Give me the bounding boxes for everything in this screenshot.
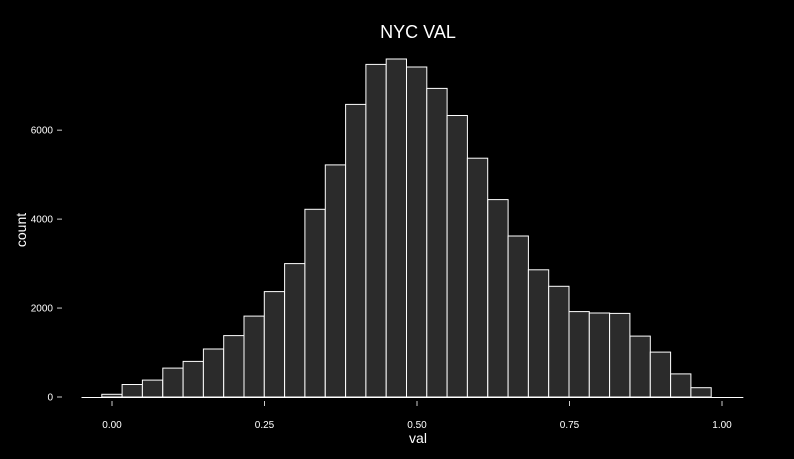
histogram-bar bbox=[162, 367, 184, 398]
histogram-bar bbox=[365, 63, 387, 398]
x-tick-label: 0.00 bbox=[102, 420, 122, 431]
y-tick-label: 6000 bbox=[31, 126, 54, 137]
histogram-bar bbox=[345, 103, 367, 398]
histogram-bar bbox=[406, 66, 428, 398]
histogram-bar bbox=[304, 208, 326, 398]
histogram-bar bbox=[466, 157, 489, 398]
histogram-bar bbox=[487, 199, 509, 398]
y-axis-ticks: 0 2000 4000 6000 bbox=[31, 126, 62, 404]
histogram-bar bbox=[629, 335, 651, 398]
histogram-bar bbox=[101, 393, 123, 398]
y-axis-label: count bbox=[13, 213, 29, 247]
x-tick-label: 0.75 bbox=[560, 420, 580, 431]
x-tick-label: 0.25 bbox=[255, 420, 275, 431]
histogram-bar bbox=[609, 312, 631, 398]
bars-group bbox=[101, 58, 712, 398]
chart-title: NYC VAL bbox=[380, 22, 456, 42]
histogram-bar bbox=[527, 269, 550, 398]
histogram-bar bbox=[690, 387, 712, 398]
histogram-bar bbox=[243, 315, 265, 398]
histogram-bar bbox=[649, 351, 672, 398]
y-tick-label: 4000 bbox=[31, 215, 54, 226]
histogram-bar bbox=[426, 87, 448, 398]
x-axis-ticks: 0.00 0.25 0.50 0.75 1.00 bbox=[102, 401, 732, 431]
histogram-bar bbox=[263, 291, 286, 398]
y-tick-label: 2000 bbox=[31, 304, 54, 315]
histogram-bar bbox=[568, 311, 590, 398]
x-axis-label: val bbox=[409, 430, 427, 446]
histogram-bar bbox=[182, 360, 204, 398]
histogram-bar bbox=[141, 379, 164, 398]
histogram-bar bbox=[670, 373, 692, 398]
histogram-bar bbox=[548, 285, 570, 398]
histogram-bar bbox=[121, 384, 143, 398]
histogram-bar bbox=[202, 348, 225, 398]
x-tick-label: 0.50 bbox=[407, 420, 427, 431]
y-tick-label: 0 bbox=[47, 393, 53, 404]
histogram-bar bbox=[446, 115, 468, 398]
x-tick-label: 1.00 bbox=[712, 420, 732, 431]
histogram-bar bbox=[324, 164, 347, 398]
histogram-bar bbox=[588, 312, 611, 398]
histogram-bar bbox=[284, 263, 306, 398]
histogram-bar bbox=[385, 58, 408, 398]
histogram-bar bbox=[223, 335, 245, 398]
histogram-bar bbox=[507, 235, 529, 398]
